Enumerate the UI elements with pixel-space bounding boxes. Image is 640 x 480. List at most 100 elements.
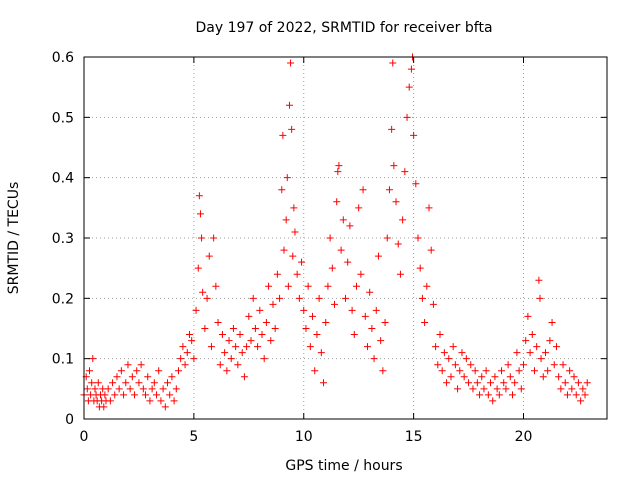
- data-point: [283, 174, 291, 182]
- data-point: [348, 306, 356, 314]
- data-point: [407, 65, 415, 73]
- data-point: [339, 216, 347, 224]
- data-point: [91, 385, 99, 393]
- data-point: [563, 391, 571, 399]
- data-point: [196, 210, 204, 218]
- data-point: [566, 367, 574, 375]
- data-point: [491, 373, 499, 381]
- data-point: [117, 367, 125, 375]
- data-point: [106, 397, 114, 405]
- data-point: [506, 373, 514, 381]
- data-point: [139, 385, 147, 393]
- data-point: [218, 331, 226, 339]
- data-point: [500, 379, 508, 387]
- data-point: [414, 234, 422, 242]
- data-point: [83, 385, 91, 393]
- data-point: [394, 240, 402, 248]
- data-point: [469, 385, 477, 393]
- data-point: [361, 312, 369, 320]
- data-point: [432, 343, 440, 351]
- data-point: [122, 379, 130, 387]
- data-point: [328, 264, 336, 272]
- data-point: [238, 349, 246, 357]
- data-point: [234, 361, 242, 369]
- data-point: [440, 349, 448, 357]
- data-point: [544, 367, 552, 375]
- data-point: [214, 318, 222, 326]
- data-point: [350, 331, 358, 339]
- data-points: [80, 53, 591, 411]
- data-point: [285, 101, 293, 109]
- data-point: [519, 361, 527, 369]
- data-point: [245, 312, 253, 320]
- data-point: [434, 361, 442, 369]
- data-point: [183, 349, 191, 357]
- data-point: [478, 373, 486, 381]
- data-point: [423, 282, 431, 290]
- data-point: [462, 355, 470, 363]
- data-point: [334, 168, 342, 176]
- data-point: [88, 379, 96, 387]
- data-point: [146, 397, 154, 405]
- data-point: [401, 168, 409, 176]
- data-point: [405, 83, 413, 91]
- data-point: [467, 361, 475, 369]
- data-point: [290, 204, 298, 212]
- data-point: [199, 288, 207, 296]
- data-point: [280, 246, 288, 254]
- data-point: [315, 294, 323, 302]
- data-point: [232, 343, 240, 351]
- data-point: [289, 252, 297, 260]
- data-point: [225, 337, 233, 345]
- data-point: [144, 373, 152, 381]
- data-point: [412, 180, 420, 188]
- data-point: [181, 361, 189, 369]
- data-point: [298, 258, 306, 266]
- data-point: [346, 222, 354, 230]
- data-point: [304, 282, 312, 290]
- data-point: [517, 385, 525, 393]
- data-point: [385, 186, 393, 194]
- data-point: [89, 355, 97, 363]
- data-point: [142, 391, 150, 399]
- data-point: [377, 337, 385, 345]
- data-point: [229, 325, 237, 332]
- data-point: [352, 282, 360, 290]
- data-point: [344, 258, 352, 266]
- data-point: [379, 367, 387, 375]
- data-point: [502, 385, 510, 393]
- data-point: [388, 125, 396, 133]
- data-point: [284, 282, 292, 290]
- data-point: [243, 343, 251, 351]
- y-axis-label: SRMTID / TECUs: [6, 182, 22, 295]
- data-point: [331, 300, 339, 308]
- y-tick-label: 0.2: [52, 291, 74, 307]
- data-point: [104, 385, 112, 393]
- data-point: [572, 391, 580, 399]
- data-point: [317, 349, 325, 357]
- data-point: [495, 391, 503, 399]
- data-point: [515, 367, 523, 375]
- data-point: [124, 361, 132, 369]
- data-point: [254, 343, 262, 351]
- data-point: [513, 349, 521, 357]
- x-tick-label: 5: [189, 429, 198, 445]
- x-axis-label: GPS time / hours: [285, 458, 402, 474]
- data-point: [335, 162, 343, 170]
- data-point: [265, 282, 273, 290]
- data-point: [194, 264, 202, 272]
- data-point: [201, 325, 209, 332]
- data-point: [447, 373, 455, 381]
- data-point: [581, 391, 589, 399]
- data-point: [374, 252, 382, 260]
- data-point: [203, 294, 211, 302]
- data-point: [311, 367, 319, 375]
- data-point: [205, 252, 213, 260]
- data-point: [227, 355, 235, 363]
- data-point: [251, 325, 259, 332]
- data-point: [155, 367, 163, 375]
- data-point: [293, 270, 301, 278]
- data-point: [269, 300, 277, 308]
- data-point: [273, 270, 281, 278]
- data-point: [561, 379, 569, 387]
